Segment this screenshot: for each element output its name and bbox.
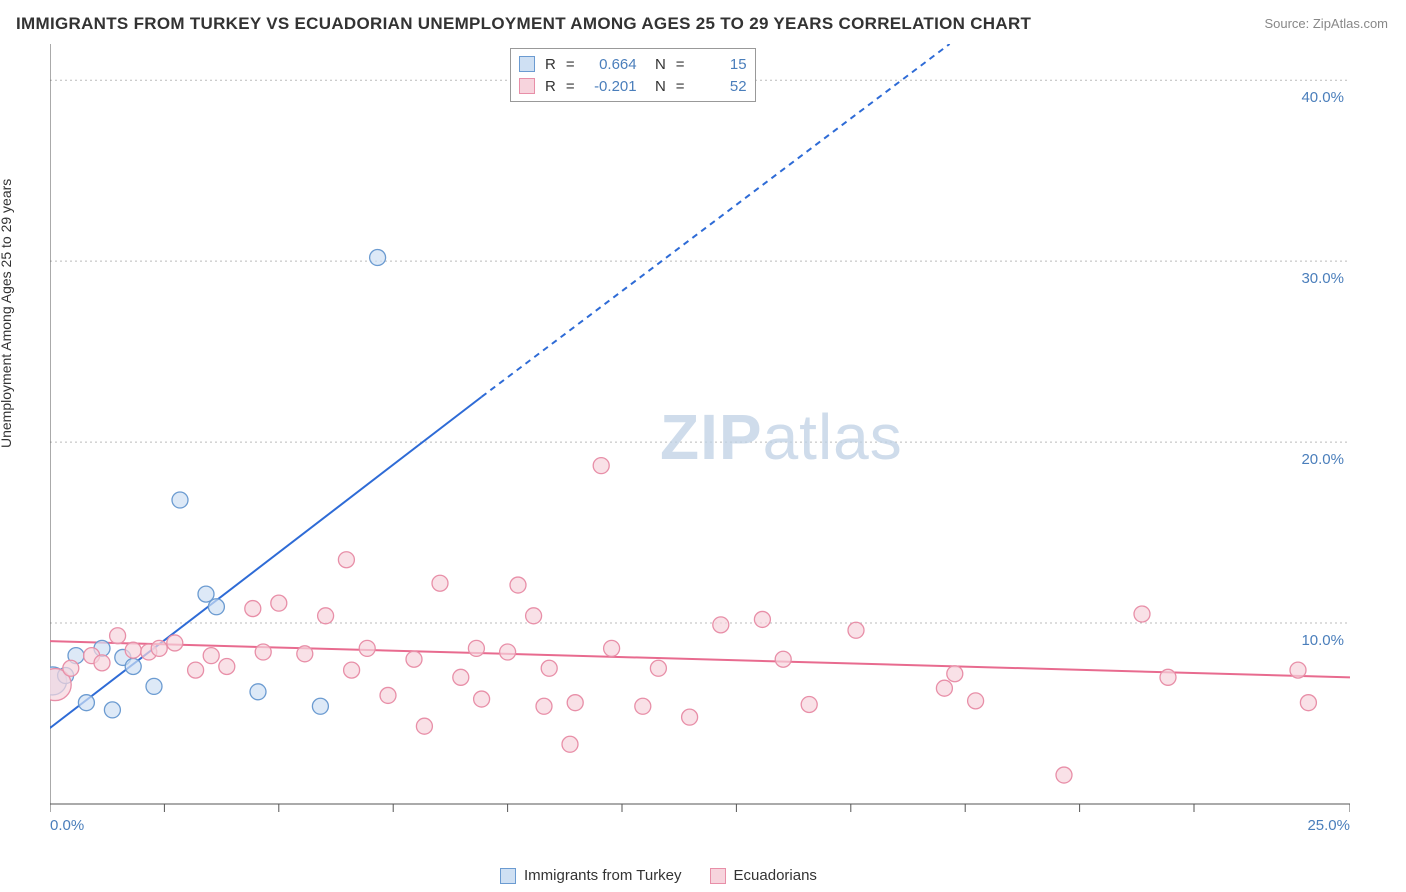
chart-svg: 0.0% 25.0% 10.0% 20.0% 30.0% 40.0% xyxy=(50,44,1350,834)
svg-text:0.0%: 0.0% xyxy=(50,817,84,834)
plot-area: 0.0% 25.0% 10.0% 20.0% 30.0% 40.0% xyxy=(50,44,1350,834)
swatch-ecuadorian xyxy=(710,868,726,884)
svg-text:30.0%: 30.0% xyxy=(1301,270,1344,287)
svg-text:10.0%: 10.0% xyxy=(1301,632,1344,649)
equals-sign: = xyxy=(676,56,685,73)
source-attribution: Source: ZipAtlas.com xyxy=(1264,16,1388,31)
legend-label-turkey: Immigrants from Turkey xyxy=(524,867,682,884)
n-value-turkey: 15 xyxy=(695,56,747,73)
correlation-legend: R = 0.664 N = 15 R = -0.201 N = 52 xyxy=(510,48,756,102)
r-value-ecuadorian: -0.201 xyxy=(585,78,637,95)
n-value-ecuadorian: 52 xyxy=(695,78,747,95)
swatch-turkey xyxy=(519,56,535,72)
swatch-ecuadorian xyxy=(519,78,535,94)
r-label: R xyxy=(545,56,556,73)
legend-label-ecuadorian: Ecuadorians xyxy=(734,867,817,884)
svg-text:40.0%: 40.0% xyxy=(1301,89,1344,106)
n-label: N xyxy=(647,56,666,73)
series-legend: Immigrants from Turkey Ecuadorians xyxy=(500,867,817,884)
legend-row-turkey: R = 0.664 N = 15 xyxy=(519,53,747,75)
legend-item-turkey: Immigrants from Turkey xyxy=(500,867,682,884)
svg-text:25.0%: 25.0% xyxy=(1307,817,1350,834)
legend-row-ecuadorian: R = -0.201 N = 52 xyxy=(519,75,747,97)
svg-text:20.0%: 20.0% xyxy=(1301,451,1344,468)
y-axis-label: Unemployment Among Ages 25 to 29 years xyxy=(0,179,14,448)
legend-item-ecuadorian: Ecuadorians xyxy=(710,867,817,884)
chart-title: IMMIGRANTS FROM TURKEY VS ECUADORIAN UNE… xyxy=(16,14,1031,34)
equals-sign: = xyxy=(566,56,575,73)
r-value-turkey: 0.664 xyxy=(585,56,637,73)
equals-sign: = xyxy=(676,78,685,95)
equals-sign: = xyxy=(566,78,575,95)
r-label: R xyxy=(545,78,556,95)
swatch-turkey xyxy=(500,868,516,884)
n-label: N xyxy=(647,78,666,95)
